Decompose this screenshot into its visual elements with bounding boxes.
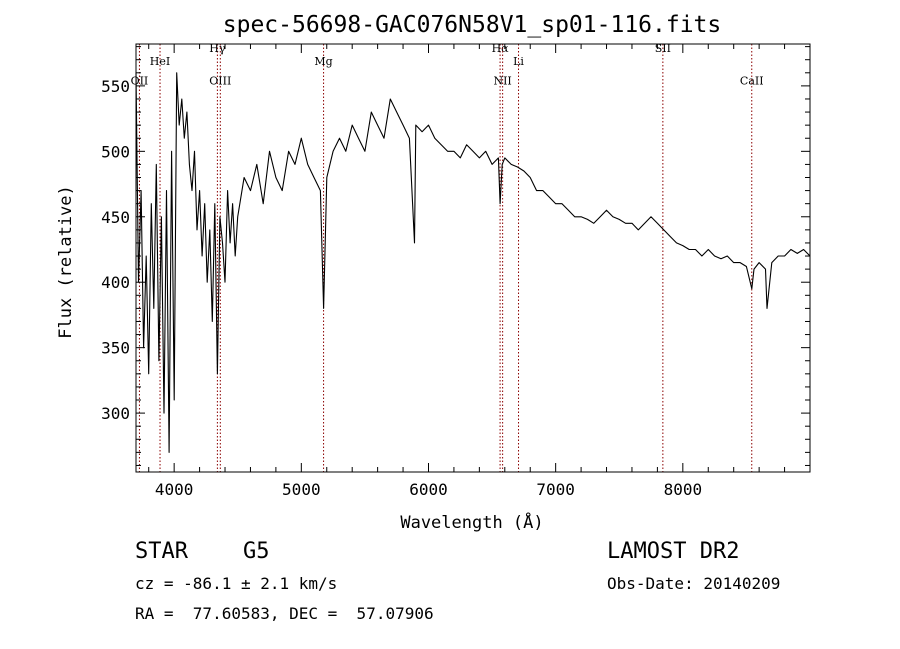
y-tick-label-4: 500: [101, 142, 130, 161]
y-axis-label: Flux (relative): [56, 185, 76, 339]
plot-frame: [135, 43, 811, 473]
x-tick-label-1: 5000: [282, 480, 321, 499]
axis-ticks: 4000 5000 6000 7000 8000 300 350 400 450 500 550: [101, 44, 810, 499]
y-tick-label-3: 450: [101, 208, 130, 227]
marker-label-6: NII: [493, 75, 511, 88]
y-tick-label-0: 300: [101, 404, 130, 423]
chart-title: spec-56698-GAC076N58V1_sp01-116.fits: [223, 12, 722, 38]
marker-label-9: CaII: [740, 75, 764, 88]
observation-date: Obs-Date: 20140209: [607, 574, 781, 593]
marker-label-4: Mg: [314, 55, 332, 68]
object-class: STAR: [135, 539, 188, 564]
object-subclass: G5: [243, 539, 270, 564]
survey-name: LAMOST DR2: [607, 539, 740, 564]
marker-label-8: SII: [655, 42, 671, 55]
x-tick-label-0: 4000: [155, 480, 194, 499]
marker-label-2: Hγ: [209, 42, 226, 55]
y-tick-label-5: 550: [101, 77, 130, 96]
marker-label-0: OII: [131, 75, 149, 88]
x-tick-label-2: 6000: [409, 480, 448, 499]
x-tick-label-4: 8000: [664, 480, 703, 499]
y-tick-label-2: 400: [101, 273, 130, 292]
x-tick-label-3: 7000: [536, 480, 575, 499]
y-tick-label-1: 350: [101, 339, 130, 358]
redshift-velocity: cz = -86.1 ± 2.1 km/s: [135, 574, 338, 593]
x-axis-label: Wavelength (Å): [400, 511, 543, 533]
series-layer: [135, 72, 811, 453]
marker-label-1: HeI: [150, 55, 170, 68]
marker-label-3: OIII: [209, 75, 231, 88]
coordinates: RA = 77.60583, DEC = 57.07906: [135, 604, 434, 623]
spectrum-line: [135, 72, 811, 453]
marker-label-7: Li: [513, 55, 524, 68]
